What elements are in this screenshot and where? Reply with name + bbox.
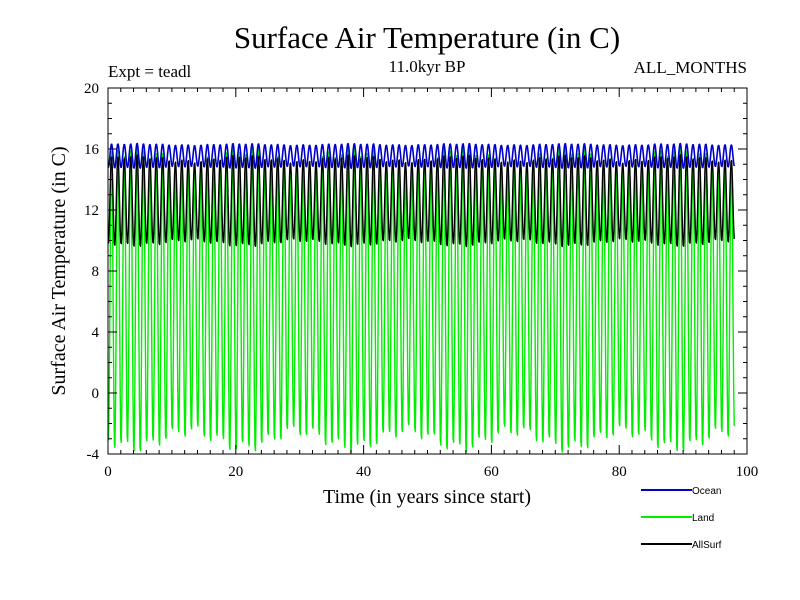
x-tick-label: 20 [228,464,243,480]
x-tick-label: 40 [356,464,371,480]
y-tick-label: 4 [92,325,100,341]
y-tick-label: 20 [84,81,99,97]
chart-subtitle: 11.0kyr BP [389,57,466,76]
x-axis-label: Time (in years since start) [323,486,531,508]
x-tick-label: 100 [736,464,759,480]
period-label: ALL_MONTHS [634,58,747,77]
series-line-ocean [107,142,736,169]
legend-label-ocean: Ocean [692,486,721,497]
y-tick-label: -4 [87,447,100,463]
plot-frame [107,87,748,455]
x-tick-label: 0 [104,464,112,480]
legend-label-land: Land [692,513,714,524]
y-tick-label: 12 [84,203,99,219]
x-tick-label: 60 [484,464,499,480]
y-tick-label: 8 [92,264,100,280]
y-tick-label: 16 [84,142,100,158]
x-tick-label: 80 [612,464,627,480]
expt-label: Expt = teadl [108,62,192,81]
series-line-land [107,143,735,454]
chart-title: Surface Air Temperature (in C) [234,20,620,55]
y-axis-label: Surface Air Temperature (in C) [48,146,70,395]
legend: Ocean Land AllSurf [641,486,722,551]
legend-label-allsurf: AllSurf [692,540,722,551]
y-tick-label: 0 [92,386,100,402]
series-layer [107,142,736,454]
series-line-allsurf [107,154,735,248]
